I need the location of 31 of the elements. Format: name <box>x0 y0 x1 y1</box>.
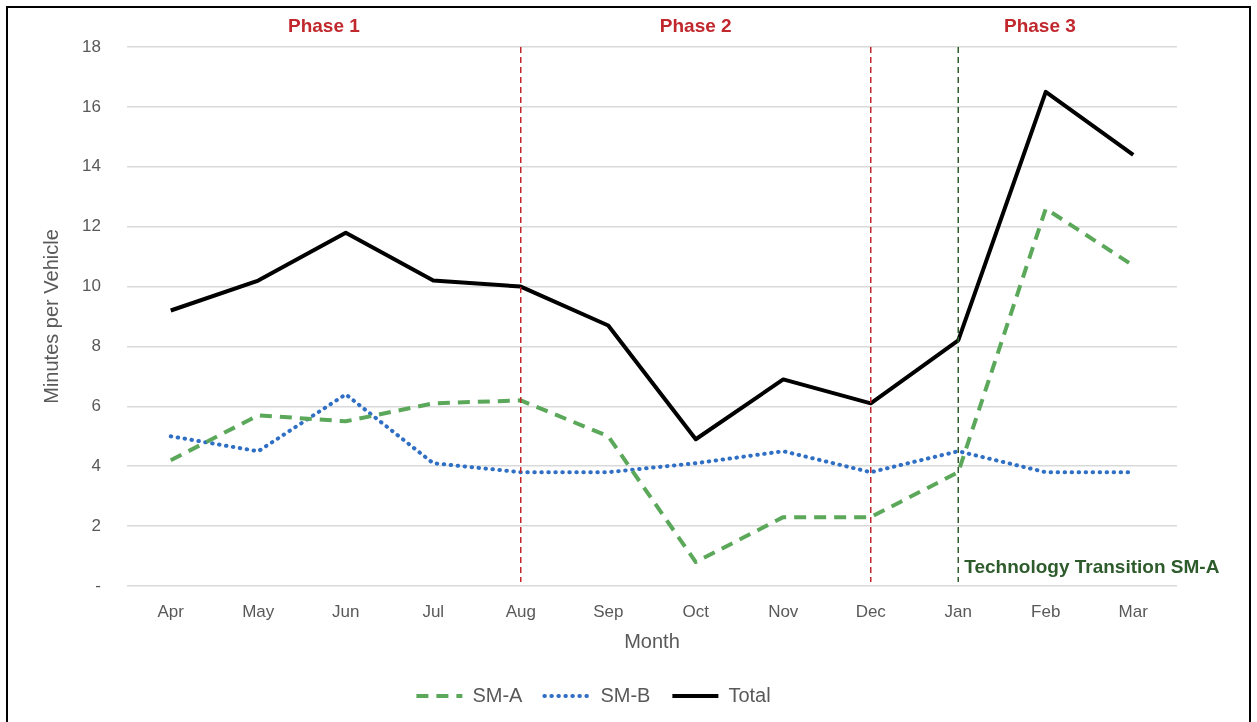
x-tick-label: Nov <box>768 601 799 621</box>
x-tick-label: Feb <box>1031 601 1061 621</box>
y-tick-label: 14 <box>82 156 101 176</box>
ref-line-label: Technology Transition SM-A <box>964 556 1220 578</box>
x-axis-title: Month <box>624 629 680 652</box>
y-tick-label: 12 <box>82 216 101 236</box>
y-tick-label: 4 <box>91 455 101 475</box>
x-tick-label: Jun <box>332 601 360 621</box>
x-tick-label: Mar <box>1118 601 1149 621</box>
text: Phase 2 <box>659 15 732 37</box>
legend-label: Total <box>728 683 771 706</box>
x-tick-label: Jan <box>944 601 972 621</box>
legend-label: SM-B <box>600 683 651 706</box>
x-tick-label: Aug <box>505 601 536 621</box>
y-tick-label: 2 <box>91 515 101 535</box>
x-tick-label: Dec <box>855 601 887 621</box>
y-tick-label: 6 <box>91 396 101 416</box>
y-tick-label: 10 <box>82 276 101 296</box>
legend-label: SM-A <box>472 683 524 706</box>
text: Phase 1 <box>287 15 361 37</box>
x-tick-label: Apr <box>157 601 185 621</box>
x-tick-label: Jul <box>422 601 445 621</box>
text: Phase 3 <box>1003 15 1076 37</box>
y-tick-label: 8 <box>91 336 101 356</box>
y-tick-label: 16 <box>82 96 101 116</box>
y-tick-label: 18 <box>82 36 101 56</box>
y-tick-label: - <box>95 575 101 595</box>
x-tick-label: Oct <box>682 601 710 621</box>
x-tick-label: Sep <box>593 601 624 621</box>
y-axis-title: Minutes per Vehicle <box>39 229 62 404</box>
x-tick-label: May <box>242 601 275 621</box>
